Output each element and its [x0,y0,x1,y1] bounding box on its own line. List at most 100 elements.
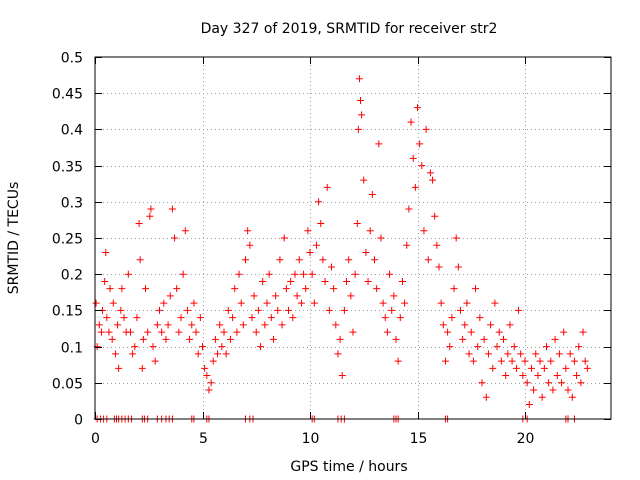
data-point [287,277,295,285]
data-point [405,205,413,213]
data-point [558,379,566,387]
data-point [181,227,189,235]
data-point [183,306,191,314]
data-point [259,277,267,285]
data-point [142,285,150,293]
data-point [357,96,365,104]
x-tick-label: 0 [91,431,100,447]
data-point [467,328,475,336]
data-point [332,321,340,329]
data-point [500,335,507,343]
data-point [448,314,456,322]
data-point [118,285,126,293]
data-point [426,169,434,177]
data-point [153,321,161,329]
data-point [394,357,402,365]
y-tick-label: 0.4 [61,123,83,139]
y-axis-label: SRMTID / TECUs [6,182,22,295]
data-point [527,364,535,372]
data-point [562,364,570,372]
data-point [265,270,273,278]
axis-ticks: 0 0.05 0.1 0.15 0.2 0.25 0.3 0.35 0.4 0.45 0.5 0 5 10… [52,51,611,447]
data-point [95,321,103,329]
data-point [325,306,333,314]
data-point [211,335,219,343]
data-point [450,285,458,293]
data-point [293,292,301,300]
data-point [409,154,417,162]
data-point [97,328,105,336]
data-point [347,292,355,300]
data-point [300,270,308,278]
data-point [194,350,202,358]
data-point [209,357,217,365]
data-point [231,285,239,293]
data-point [291,270,299,278]
data-point [105,328,113,336]
data-point [133,314,141,322]
data-point [441,357,449,365]
data-points [92,75,591,423]
data-point [274,306,282,314]
data-point [319,256,327,264]
data-point [454,263,462,271]
data-point [530,386,538,394]
data-point [306,248,314,256]
data-point [312,241,320,249]
data-point [538,393,546,401]
y-tick-label: 0.45 [52,87,83,103]
data-point [207,379,215,387]
data-point [135,220,143,228]
data-point [469,357,477,365]
data-point [512,364,520,372]
data-point [446,343,454,351]
data-point [480,335,488,343]
data-point [504,350,512,358]
data-point [424,256,432,264]
data-point [272,292,280,300]
data-point [549,386,557,394]
x-tick-label: 5 [199,431,208,447]
data-point [315,198,323,206]
data-point [465,350,473,358]
data-point [506,321,514,329]
x-axis-label: GPS time / hours [290,459,407,475]
data-point [108,335,116,343]
data-point [109,299,117,307]
data-point [482,393,490,401]
y-tick-label: 0 [74,413,83,429]
data-point [523,379,531,387]
data-point [340,306,348,314]
data-point [422,125,430,133]
data-point [581,357,589,365]
data-point [534,372,542,380]
chart-title: Day 327 of 2019, SRMTID for receiver str… [201,21,498,37]
x-tick-label: 20 [517,431,535,447]
y-tick-label: 0.35 [52,160,83,176]
data-point [553,372,561,380]
y-tick-label: 0.1 [61,341,83,357]
data-point [502,372,510,380]
data-point [192,328,200,336]
data-point [179,270,187,278]
data-point [392,335,400,343]
data-point [373,285,381,293]
data-point [302,285,310,293]
data-point [269,335,277,343]
data-point [364,277,372,285]
grid [95,57,611,419]
data-point [92,299,100,307]
data-point [175,328,183,336]
data-point [328,263,335,271]
data-point [345,256,353,264]
data-point [377,234,385,242]
data-point [276,256,284,264]
data-point [476,314,484,322]
data-point [308,270,316,278]
x-tick-label: 10 [302,431,320,447]
data-point [354,125,362,133]
data-point [166,292,174,300]
data-point [144,328,152,336]
y-tick-label: 0.3 [61,196,83,212]
data-point [297,299,305,307]
